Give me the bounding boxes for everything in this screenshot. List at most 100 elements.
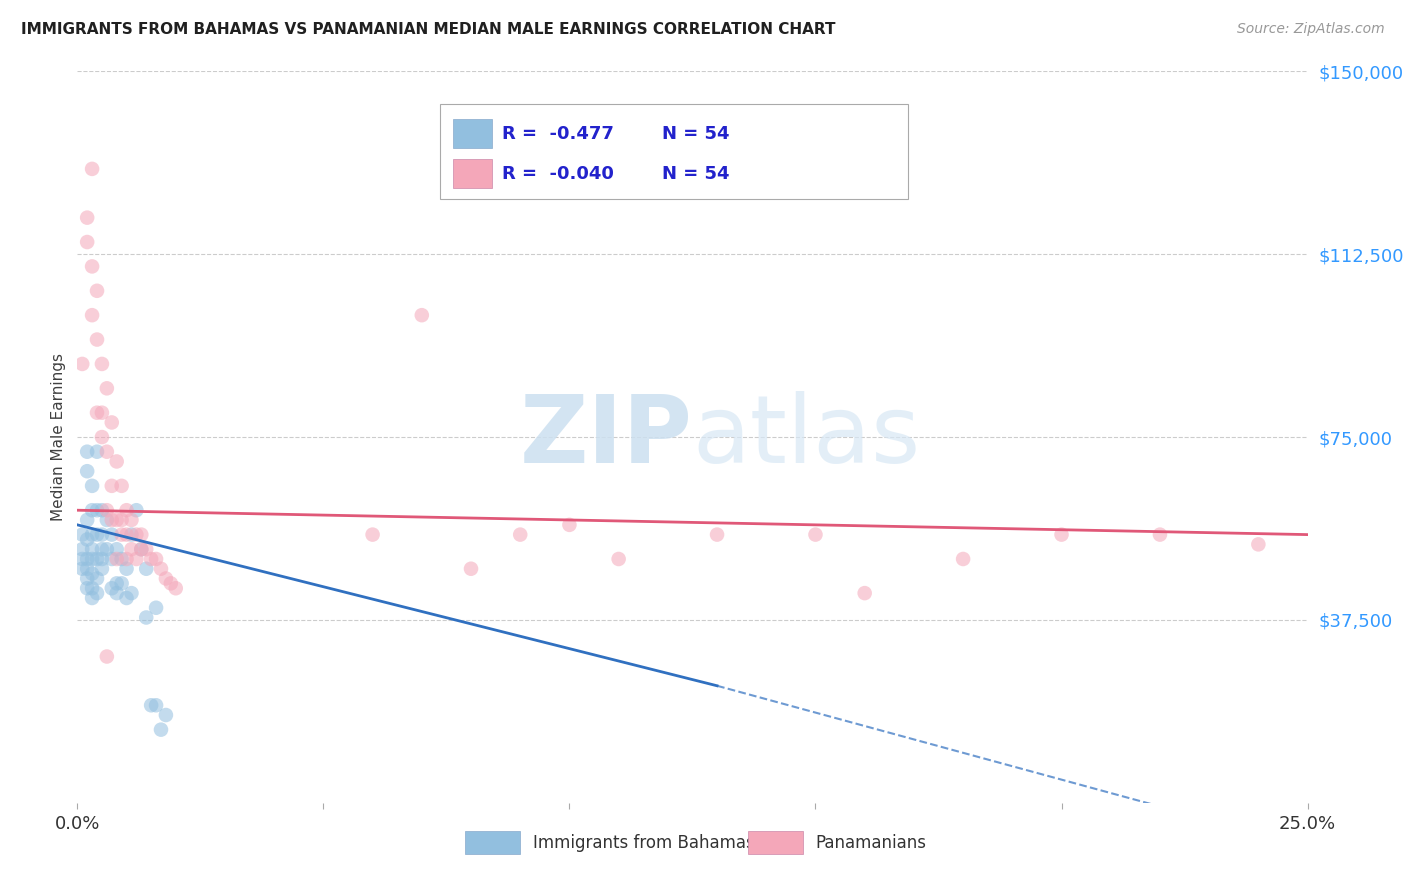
Point (70, 552, 93, 566)
Point (82, 503, 104, 517)
Point (96, 444, 118, 458)
Point (82, 161, 104, 176)
Point (82, 479, 104, 493)
Point (82, 308, 104, 322)
Point (86, 333, 108, 347)
Point (853, 586, 876, 600)
Point (101, 552, 124, 566)
Point (90, 552, 114, 566)
Point (101, 527, 124, 541)
Point (90, 542, 114, 557)
Point (129, 527, 153, 541)
Point (115, 591, 138, 605)
Point (121, 542, 143, 557)
Point (111, 527, 132, 541)
Point (96, 542, 118, 557)
Point (121, 513, 143, 527)
Point (82, 581, 104, 595)
Point (70, 357, 93, 371)
Point (150, 723, 173, 737)
Point (111, 576, 132, 591)
Point (105, 513, 128, 527)
Text: N = 54: N = 54 (662, 125, 730, 143)
Point (82, 542, 104, 557)
Point (101, 513, 124, 527)
Point (160, 576, 183, 591)
Point (90, 430, 114, 444)
Point (141, 698, 163, 713)
Point (96, 381, 118, 395)
Point (411, 308, 433, 322)
Point (141, 552, 163, 566)
Point (129, 542, 153, 557)
Point (76, 581, 98, 595)
Point (115, 503, 138, 517)
Point (96, 503, 118, 517)
Point (155, 708, 177, 723)
Text: Panamanians: Panamanians (815, 834, 927, 852)
Point (125, 552, 148, 566)
Bar (453, 159, 492, 188)
Point (150, 562, 173, 576)
Point (115, 562, 138, 576)
Point (76, 211, 98, 225)
Point (82, 566, 104, 581)
Point (70, 542, 93, 557)
Text: Source: ZipAtlas.com: Source: ZipAtlas.com (1237, 22, 1385, 37)
Point (145, 552, 167, 566)
Text: R =  -0.040: R = -0.040 (502, 165, 613, 183)
Text: N = 54: N = 54 (662, 165, 730, 183)
FancyBboxPatch shape (440, 104, 908, 200)
Point (70, 527, 93, 541)
Text: IMMIGRANTS FROM BAHAMAS VS PANAMANIAN MEDIAN MALE EARNINGS CORRELATION CHART: IMMIGRANTS FROM BAHAMAS VS PANAMANIAN ME… (21, 22, 835, 37)
Point (76, 572, 98, 586)
Point (76, 235, 98, 249)
Point (155, 572, 177, 586)
Point (111, 479, 132, 493)
Point (96, 513, 118, 527)
Point (105, 454, 128, 468)
Point (86, 572, 108, 586)
Text: R =  -0.477: R = -0.477 (502, 125, 613, 143)
Point (111, 552, 132, 566)
Point (96, 649, 118, 664)
Point (121, 586, 143, 600)
Point (90, 503, 114, 517)
Bar (453, 119, 492, 148)
Point (706, 527, 728, 541)
Point (82, 591, 104, 605)
Bar (748, 830, 803, 854)
Point (101, 581, 124, 595)
Point (460, 562, 482, 576)
Point (804, 527, 827, 541)
Point (76, 464, 98, 478)
Point (76, 513, 98, 527)
Point (145, 600, 167, 615)
Point (509, 527, 531, 541)
Point (105, 576, 128, 591)
Point (86, 552, 108, 566)
Point (105, 586, 128, 600)
Point (76, 552, 98, 566)
Point (145, 698, 167, 713)
Point (111, 513, 132, 527)
Text: atlas: atlas (693, 391, 921, 483)
Point (86, 503, 108, 517)
Point (86, 586, 108, 600)
Point (90, 562, 114, 576)
Point (361, 527, 384, 541)
Y-axis label: Median Male Earnings: Median Male Earnings (51, 353, 66, 521)
Point (105, 552, 128, 566)
Point (135, 562, 157, 576)
Point (135, 610, 157, 624)
Point (1050, 527, 1073, 541)
Point (125, 527, 148, 541)
Point (105, 542, 128, 557)
Point (115, 527, 138, 541)
Bar (465, 830, 520, 854)
Point (90, 357, 114, 371)
Text: Immigrants from Bahamas: Immigrants from Bahamas (533, 834, 754, 852)
Point (558, 517, 581, 532)
Point (86, 406, 108, 420)
Point (135, 542, 157, 557)
